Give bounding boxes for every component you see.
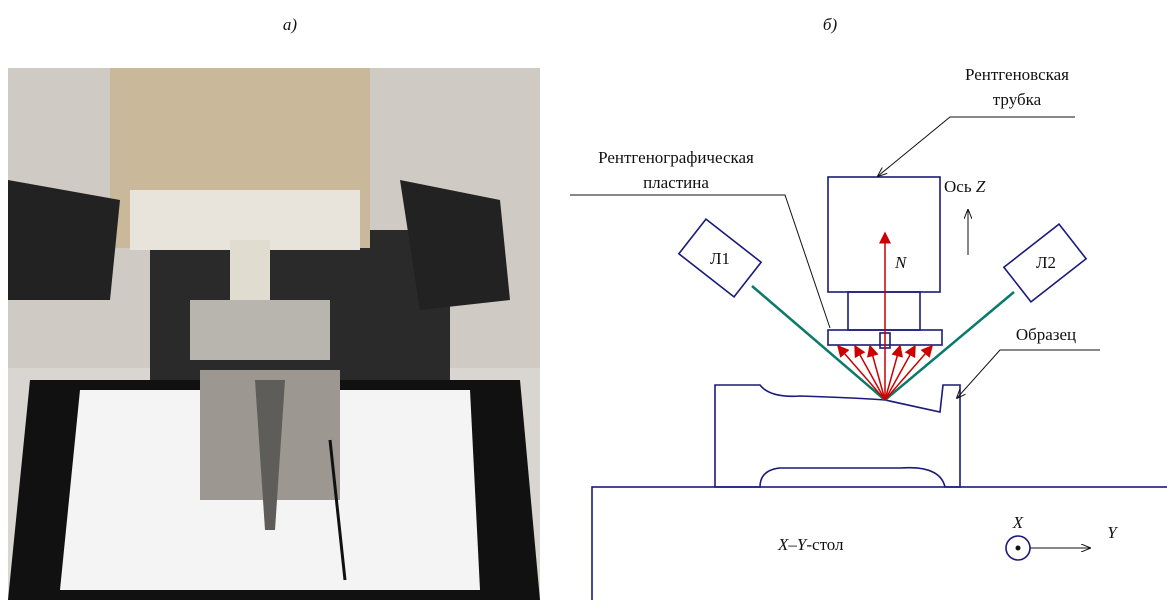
panel-label: а): [283, 15, 298, 34]
label: N: [894, 253, 908, 272]
figure: а) б) Рентгеновская трубка Рентгенографи…: [0, 0, 1167, 600]
label: Л2: [1036, 253, 1056, 272]
label: Образец: [1016, 325, 1076, 344]
label-part: X: [777, 535, 789, 554]
label: Ось Z: [944, 177, 986, 196]
diffraction: [838, 233, 932, 400]
label: Y: [1107, 523, 1118, 542]
label: пластина: [643, 173, 709, 192]
label: Рентгеновская: [965, 65, 1069, 84]
label-part: -стол: [806, 535, 844, 554]
label-part: Ось: [944, 177, 972, 196]
label: Л1: [710, 249, 730, 268]
label: трубка: [993, 90, 1042, 109]
label-part: Z: [976, 177, 986, 196]
diagram: [592, 177, 1167, 600]
beams: [752, 286, 1014, 400]
label: X–Y-стол: [777, 535, 844, 554]
panel-label: б): [823, 15, 838, 34]
label: X: [1012, 513, 1024, 532]
label: Рентгенографическая: [598, 148, 754, 167]
label-part: –: [787, 535, 797, 554]
photo: [8, 68, 540, 600]
